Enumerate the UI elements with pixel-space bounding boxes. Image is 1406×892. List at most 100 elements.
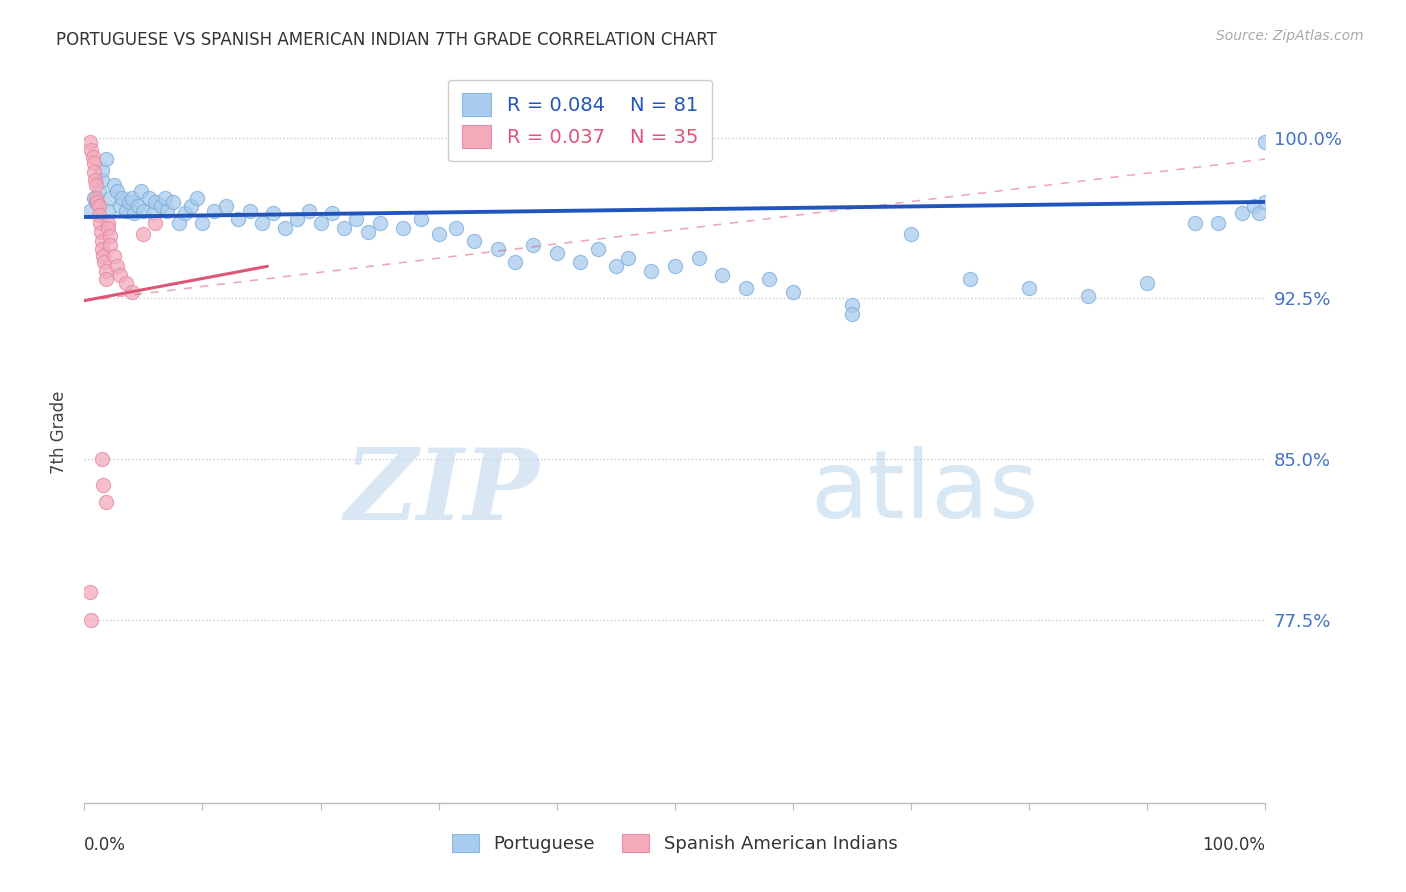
Text: ZIP: ZIP <box>344 443 538 540</box>
Point <box>1136 277 1159 291</box>
Point <box>108 199 131 213</box>
Point <box>127 199 149 213</box>
Point <box>143 216 166 230</box>
Point <box>186 191 208 205</box>
Point <box>505 255 527 269</box>
Point <box>114 277 136 291</box>
Point <box>1243 199 1265 213</box>
Point <box>129 184 152 198</box>
Point <box>173 205 195 219</box>
Point <box>734 281 756 295</box>
Point <box>758 272 780 286</box>
Point <box>711 268 734 282</box>
Point <box>569 255 592 269</box>
Text: PORTUGUESE VS SPANISH AMERICAN INDIAN 7TH GRADE CORRELATION CHART: PORTUGUESE VS SPANISH AMERICAN INDIAN 7T… <box>56 31 717 49</box>
Point <box>522 237 544 252</box>
Point <box>80 144 103 158</box>
Point <box>108 268 131 282</box>
Point <box>91 249 114 263</box>
Point <box>121 285 143 299</box>
Point <box>79 585 101 599</box>
Point <box>1254 135 1277 149</box>
Point <box>87 199 110 213</box>
Point <box>167 216 190 230</box>
Y-axis label: 7th Grade: 7th Grade <box>51 391 69 475</box>
Point <box>107 260 129 274</box>
Point <box>262 205 284 219</box>
Point <box>841 298 863 312</box>
Point <box>91 478 114 492</box>
Point <box>91 234 114 248</box>
Point <box>84 178 107 192</box>
Point <box>114 203 136 218</box>
Point <box>83 156 105 170</box>
Point <box>94 272 117 286</box>
Point <box>132 227 155 241</box>
Point <box>357 225 380 239</box>
Point <box>463 234 485 248</box>
Point <box>83 191 105 205</box>
Point <box>79 203 101 218</box>
Point <box>1077 289 1099 303</box>
Point <box>150 199 173 213</box>
Point <box>111 191 134 205</box>
Point <box>333 220 356 235</box>
Point <box>1230 205 1253 219</box>
Point <box>546 246 568 260</box>
Point <box>616 251 638 265</box>
Point <box>226 212 249 227</box>
Point <box>86 194 108 209</box>
Point <box>321 205 343 219</box>
Point <box>605 260 627 274</box>
Point <box>1254 194 1277 209</box>
Point <box>138 191 160 205</box>
Point <box>446 220 468 235</box>
Point <box>143 194 166 209</box>
Point <box>486 242 509 256</box>
Point <box>298 203 321 218</box>
Point <box>1249 205 1271 219</box>
Point <box>118 194 141 209</box>
Point <box>162 194 184 209</box>
Point <box>97 220 120 235</box>
Point <box>782 285 804 299</box>
Point <box>84 173 107 187</box>
Point <box>91 173 114 187</box>
Point <box>142 205 165 219</box>
Point <box>959 272 981 286</box>
Point <box>309 216 332 230</box>
Point <box>156 203 179 218</box>
Point <box>344 212 367 227</box>
Point <box>79 135 101 149</box>
Point <box>90 225 112 239</box>
Point <box>664 260 686 274</box>
Point <box>84 194 107 209</box>
Point <box>841 306 863 320</box>
Point <box>215 199 238 213</box>
Point <box>94 495 117 509</box>
Legend: Portuguese, Spanish American Indians: Portuguese, Spanish American Indians <box>444 827 905 861</box>
Point <box>97 203 120 218</box>
Point <box>122 205 145 219</box>
Point <box>285 212 308 227</box>
Point <box>153 191 176 205</box>
Point <box>1206 216 1229 230</box>
Point <box>83 165 105 179</box>
Point <box>180 199 202 213</box>
Point <box>107 184 129 198</box>
Point <box>103 178 125 192</box>
Point <box>640 263 662 277</box>
Point <box>1184 216 1206 230</box>
Point <box>97 216 120 230</box>
Point <box>82 150 104 164</box>
Point <box>202 203 225 218</box>
Point <box>91 452 114 467</box>
Point <box>94 263 117 277</box>
Point <box>80 614 103 628</box>
Point <box>93 255 115 269</box>
Point <box>91 162 114 177</box>
Point <box>1018 281 1040 295</box>
Text: Source: ZipAtlas.com: Source: ZipAtlas.com <box>1216 29 1364 43</box>
Text: atlas: atlas <box>811 446 1039 538</box>
Point <box>94 152 117 166</box>
